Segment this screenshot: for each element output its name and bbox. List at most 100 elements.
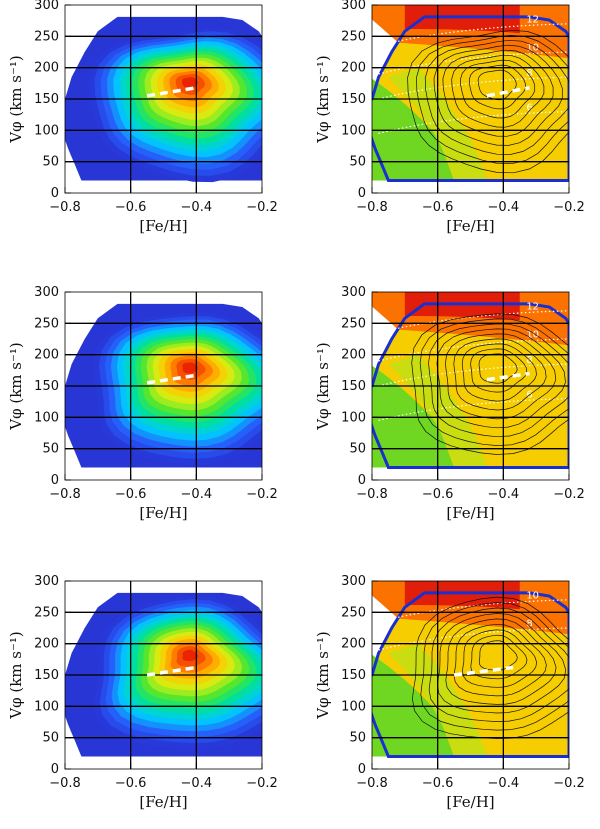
y-tick-label: 50 <box>349 442 366 457</box>
x-tick-label: −0.6 <box>422 776 454 791</box>
iso-contour-label: 12 <box>526 15 539 26</box>
y-tick-label: 0 <box>51 473 59 488</box>
y-tick-label: 200 <box>341 637 366 652</box>
iso-contour <box>378 397 569 422</box>
y-axis-label: Vφ (km s⁻¹) <box>7 342 25 431</box>
x-tick-label: −0.6 <box>422 487 454 502</box>
y-tick-label: 50 <box>42 155 59 170</box>
x-axis-label: [Fe/H] <box>446 793 494 811</box>
trend-line <box>486 86 530 98</box>
density-contour <box>460 59 536 119</box>
y-tick-label: 50 <box>42 442 59 457</box>
map-edge <box>372 591 569 758</box>
x-tick-label: −0.8 <box>356 776 388 791</box>
density-contour-level <box>182 649 199 662</box>
x-tick-label: −0.8 <box>49 200 81 215</box>
y-tick-label: 150 <box>341 92 366 107</box>
map-low-region <box>372 654 455 757</box>
y-tick-label: 200 <box>34 637 59 652</box>
x-tick-label: −0.6 <box>422 200 454 215</box>
x-axis-label: [Fe/H] <box>139 217 187 235</box>
density-contour <box>445 618 557 705</box>
density-contour <box>462 629 538 688</box>
y-axis-label: Vφ (km s⁻¹) <box>314 342 332 431</box>
density-contour <box>453 338 547 411</box>
density-contour <box>442 49 554 137</box>
y-tick-label: 100 <box>34 123 59 138</box>
density-contour <box>451 54 545 128</box>
y-tick-label: 0 <box>51 762 59 777</box>
iso-contour-label: 10 <box>526 43 539 54</box>
y-tick-label: 150 <box>341 379 366 394</box>
y-tick-label: 50 <box>42 731 59 746</box>
trend-line <box>146 373 197 385</box>
x-tick-label: −0.8 <box>49 487 81 502</box>
density-contour <box>470 634 528 680</box>
y-tick-label: 100 <box>34 410 59 425</box>
y-tick-label: 300 <box>34 285 59 300</box>
density-contour <box>445 333 557 420</box>
density-contour <box>453 623 547 697</box>
panel-map-top: 12 10 8 6 <box>372 5 569 182</box>
y-tick-label: 200 <box>341 61 366 76</box>
density-contour <box>419 318 569 446</box>
x-tick-label: −0.4 <box>488 776 520 791</box>
iso-contour-label: 10 <box>526 591 539 602</box>
y-axis-label: Vφ (km s⁻¹) <box>314 55 332 144</box>
y-tick-label: 250 <box>34 605 59 620</box>
y-axis-label: Vφ (km s⁻¹) <box>314 631 332 720</box>
density-contour <box>461 343 537 402</box>
density-contour <box>416 34 569 165</box>
panel-density-top <box>65 16 262 183</box>
y-tick-label: 300 <box>341 0 366 13</box>
x-tick-label: −0.2 <box>246 200 278 215</box>
x-tick-label: −0.8 <box>356 487 388 502</box>
map-low-region <box>372 365 455 468</box>
y-tick-label: 0 <box>358 186 366 201</box>
iso-contour <box>378 338 569 362</box>
y-axis-label: Vφ (km s⁻¹) <box>7 55 25 144</box>
map-top-region <box>404 581 520 610</box>
map-edge <box>372 15 569 182</box>
density-contour-level <box>182 77 198 89</box>
y-tick-label: 250 <box>34 29 59 44</box>
y-tick-label: 200 <box>341 348 366 363</box>
iso-contour-label: 6 <box>526 102 532 113</box>
iso-contour-label: 8 <box>526 619 532 630</box>
iso-contour-label: 8 <box>526 68 532 79</box>
trend-line <box>453 665 514 677</box>
y-tick-label: 300 <box>34 574 59 589</box>
y-tick-label: 100 <box>34 699 59 714</box>
y-tick-label: 300 <box>341 574 366 589</box>
y-tick-label: 150 <box>34 379 59 394</box>
y-tick-label: 250 <box>341 29 366 44</box>
x-tick-label: −0.4 <box>488 487 520 502</box>
density-contour <box>436 328 566 429</box>
map-top-region <box>404 5 520 34</box>
x-tick-label: −0.2 <box>553 487 585 502</box>
y-tick-label: 100 <box>341 410 366 425</box>
iso-contour <box>378 23 569 47</box>
y-tick-label: 250 <box>34 316 59 331</box>
density-contour <box>478 353 518 384</box>
y-tick-label: 200 <box>34 61 59 76</box>
y-tick-label: 50 <box>349 731 366 746</box>
density-contour <box>477 69 517 101</box>
map-edge <box>372 302 569 469</box>
x-tick-label: −0.6 <box>115 776 147 791</box>
x-axis-label: [Fe/H] <box>446 504 494 522</box>
map-low-region <box>372 78 455 181</box>
x-tick-label: −0.4 <box>181 487 213 502</box>
iso-contour-label: 10 <box>526 330 539 341</box>
density-contour <box>428 607 569 722</box>
y-axis-label: Vφ (km s⁻¹) <box>7 631 25 720</box>
iso-contour-label: 12 <box>526 302 539 313</box>
x-tick-label: −0.2 <box>553 776 585 791</box>
y-tick-label: 100 <box>341 123 366 138</box>
trend-line <box>146 85 197 98</box>
y-tick-label: 300 <box>34 0 59 13</box>
y-tick-label: 50 <box>349 155 366 170</box>
x-tick-label: −0.8 <box>49 776 81 791</box>
